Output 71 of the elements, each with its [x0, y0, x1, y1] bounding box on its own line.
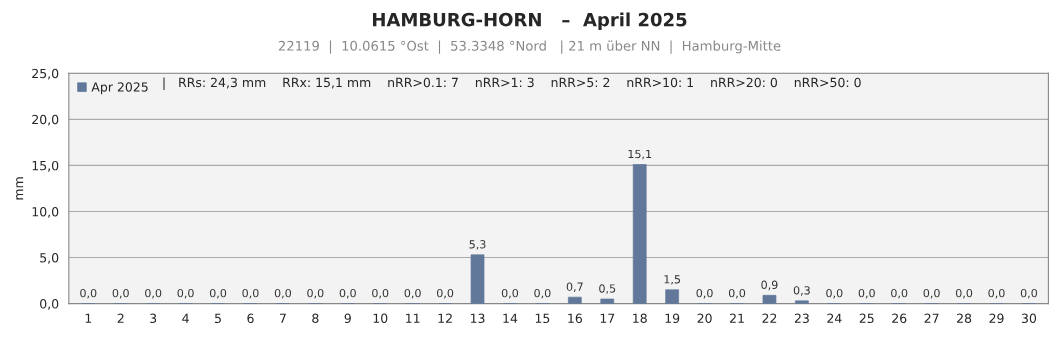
data-label: 1,5	[664, 275, 681, 285]
y-tick-label: 0,0	[40, 299, 59, 310]
data-label: 0,0	[307, 288, 324, 299]
x-tick-label: 13	[470, 313, 485, 324]
y-tick-label: 15,0	[32, 160, 59, 172]
data-label: 0,0	[534, 288, 551, 299]
x-tick-label: 12	[438, 313, 452, 323]
x-tick-label: 21	[729, 313, 744, 323]
data-label: 0,0	[209, 288, 227, 299]
x-tick-label: 11	[406, 313, 420, 323]
x-tick-label: 9	[344, 313, 351, 324]
data-label: 0,7	[566, 282, 583, 292]
data-label: 15,1	[628, 149, 652, 160]
data-label: 0,0	[404, 288, 421, 299]
x-tick-label: 5	[215, 313, 221, 324]
y-tick-label: 20,0	[32, 114, 59, 126]
x-tick-label: 15	[535, 313, 550, 324]
data-label: 0,0	[274, 288, 292, 299]
x-tick-label: 3	[150, 313, 157, 324]
data-label: 0,0	[145, 288, 162, 299]
x-tick-label: 22	[762, 313, 777, 323]
x-tick-label: 20	[697, 313, 712, 324]
x-tick-label: 7	[279, 313, 286, 323]
y-tick-label: 10,0	[32, 206, 59, 218]
data-label: 0,0	[436, 288, 454, 299]
x-tick-label: 27	[924, 313, 939, 323]
annotation: | RRs: 24,3 mm RRx: 15,1 mm nRR>0.1: 7 nRR>1: 3 nRR>5: 2 nRR>10: 1 nRR>20: 0 nRR>50: 0	[163, 77, 861, 90]
data-label: 0,0	[1020, 288, 1038, 299]
data-label: 0,0	[923, 288, 940, 299]
x-tick-label: 10	[373, 313, 388, 324]
data-label: 0,0	[80, 288, 97, 299]
data-label: 0,3	[793, 286, 810, 296]
y-tick-label: 5,0	[40, 253, 59, 264]
x-tick-label: 30	[1021, 313, 1037, 324]
data-label: 0,0	[501, 288, 519, 299]
chart-subtitle: 22119 | 10.0615 °Ost | 53.3348 °Nord | 21 m über NN | Hamburg-Mitte	[278, 40, 781, 54]
x-tick-label: 14	[503, 313, 518, 323]
data-label: 0,0	[955, 288, 973, 299]
x-tick-label: 2	[117, 313, 124, 323]
x-tick-label: 23	[794, 313, 809, 324]
data-label: 0,0	[696, 288, 713, 299]
data-label: 0,0	[728, 288, 746, 299]
x-tick-label: 25	[859, 313, 874, 324]
data-label: 0,0	[372, 288, 389, 299]
x-tick-label: 4	[182, 313, 189, 323]
data-label: 0,0	[242, 288, 259, 299]
data-label: 0,0	[826, 288, 843, 299]
data-label: 5,3	[469, 240, 486, 250]
x-tick-label: 17	[600, 313, 615, 323]
x-tick-label: 19	[665, 313, 680, 324]
y-tick-label: 25,0	[32, 68, 59, 80]
data-label: 0,0	[177, 288, 194, 299]
x-tick-label: 6	[247, 313, 254, 324]
x-tick-label: 29	[989, 313, 1004, 324]
data-label: 0,0	[988, 288, 1005, 299]
x-tick-label: 18	[633, 313, 647, 324]
data-label: 0,0	[112, 288, 129, 299]
x-tick-label: 8	[312, 313, 319, 324]
x-tick-label: 24	[827, 313, 842, 323]
data-label: 0,9	[761, 280, 778, 291]
x-tick-label: 26	[892, 313, 907, 324]
x-tick-label: 1	[85, 313, 92, 323]
data-label: 0,0	[858, 288, 875, 299]
data-label: 0,5	[599, 284, 616, 294]
x-tick-label: 28	[957, 313, 972, 324]
chart-title: HAMBURG-HORN – April 2025	[372, 12, 687, 30]
y-axis-title: mm	[16, 177, 24, 200]
data-label: 0,0	[891, 288, 908, 299]
x-tick-label: 16	[568, 313, 583, 324]
legend-label: Apr 2025	[91, 82, 148, 95]
data-label: 0,0	[339, 288, 356, 299]
